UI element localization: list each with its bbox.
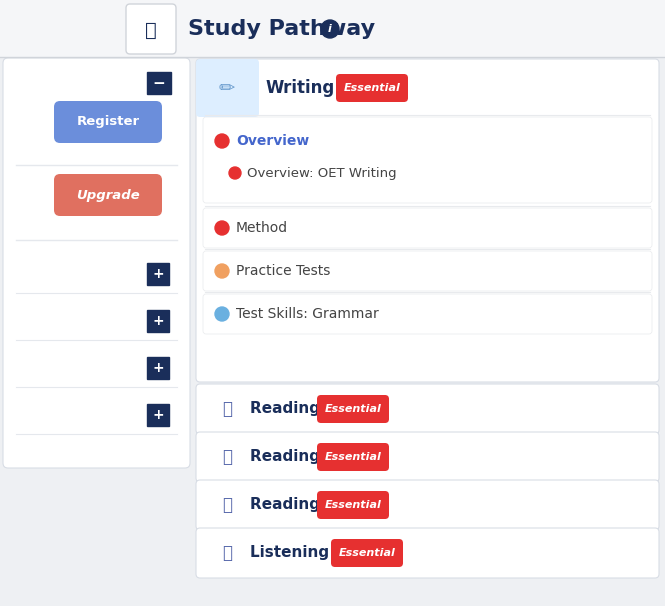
Text: Essential: Essential [325,404,382,414]
Text: 👓: 👓 [222,400,232,418]
Text: Overview: Overview [236,134,309,148]
FancyBboxPatch shape [196,432,659,482]
FancyBboxPatch shape [196,384,659,434]
Text: 🎧: 🎧 [222,544,232,562]
Text: 👓: 👓 [222,496,232,514]
FancyBboxPatch shape [196,528,659,578]
FancyBboxPatch shape [317,443,389,471]
FancyBboxPatch shape [196,59,659,382]
Circle shape [215,307,229,321]
Text: 👓: 👓 [222,448,232,466]
Text: Overview: OET Writing: Overview: OET Writing [247,167,396,179]
Text: Listening A: Listening A [250,545,346,561]
FancyBboxPatch shape [0,0,665,57]
Text: Essential: Essential [325,500,382,510]
FancyBboxPatch shape [317,491,389,519]
FancyBboxPatch shape [203,117,652,203]
Text: Essential: Essential [338,548,396,558]
Text: Test Skills: Grammar: Test Skills: Grammar [236,307,379,321]
Text: Writing: Writing [265,79,334,97]
Text: +: + [152,314,164,328]
FancyBboxPatch shape [336,74,408,102]
FancyBboxPatch shape [196,480,659,530]
Text: Register: Register [76,116,140,128]
Text: −: − [153,76,166,90]
FancyBboxPatch shape [126,4,176,54]
FancyBboxPatch shape [147,357,169,379]
Circle shape [215,264,229,278]
Text: Upgrade: Upgrade [76,188,140,202]
Text: Study Pathway: Study Pathway [188,19,375,39]
Text: Practice Tests: Practice Tests [236,264,331,278]
Text: +: + [152,408,164,422]
Text: Reading A: Reading A [250,402,337,416]
Text: 📅: 📅 [145,21,157,39]
FancyBboxPatch shape [331,539,403,567]
FancyBboxPatch shape [317,395,389,423]
FancyBboxPatch shape [147,310,169,332]
Circle shape [215,134,229,148]
Text: Essential: Essential [344,83,400,93]
FancyBboxPatch shape [54,174,162,216]
FancyBboxPatch shape [203,294,652,334]
Circle shape [229,167,241,179]
FancyBboxPatch shape [147,404,169,426]
FancyBboxPatch shape [196,59,259,117]
FancyBboxPatch shape [147,72,171,94]
Text: Reading B: Reading B [250,450,337,465]
FancyBboxPatch shape [3,58,190,468]
Text: Essential: Essential [325,452,382,462]
FancyBboxPatch shape [203,208,652,248]
Circle shape [215,221,229,235]
Text: ✏: ✏ [219,79,235,98]
Text: i: i [328,24,332,35]
FancyBboxPatch shape [203,251,652,291]
Text: +: + [152,267,164,281]
Circle shape [321,20,339,38]
Text: Method: Method [236,221,288,235]
Text: Reading C: Reading C [250,498,336,513]
FancyBboxPatch shape [147,263,169,285]
FancyBboxPatch shape [54,101,162,143]
Text: +: + [152,361,164,375]
